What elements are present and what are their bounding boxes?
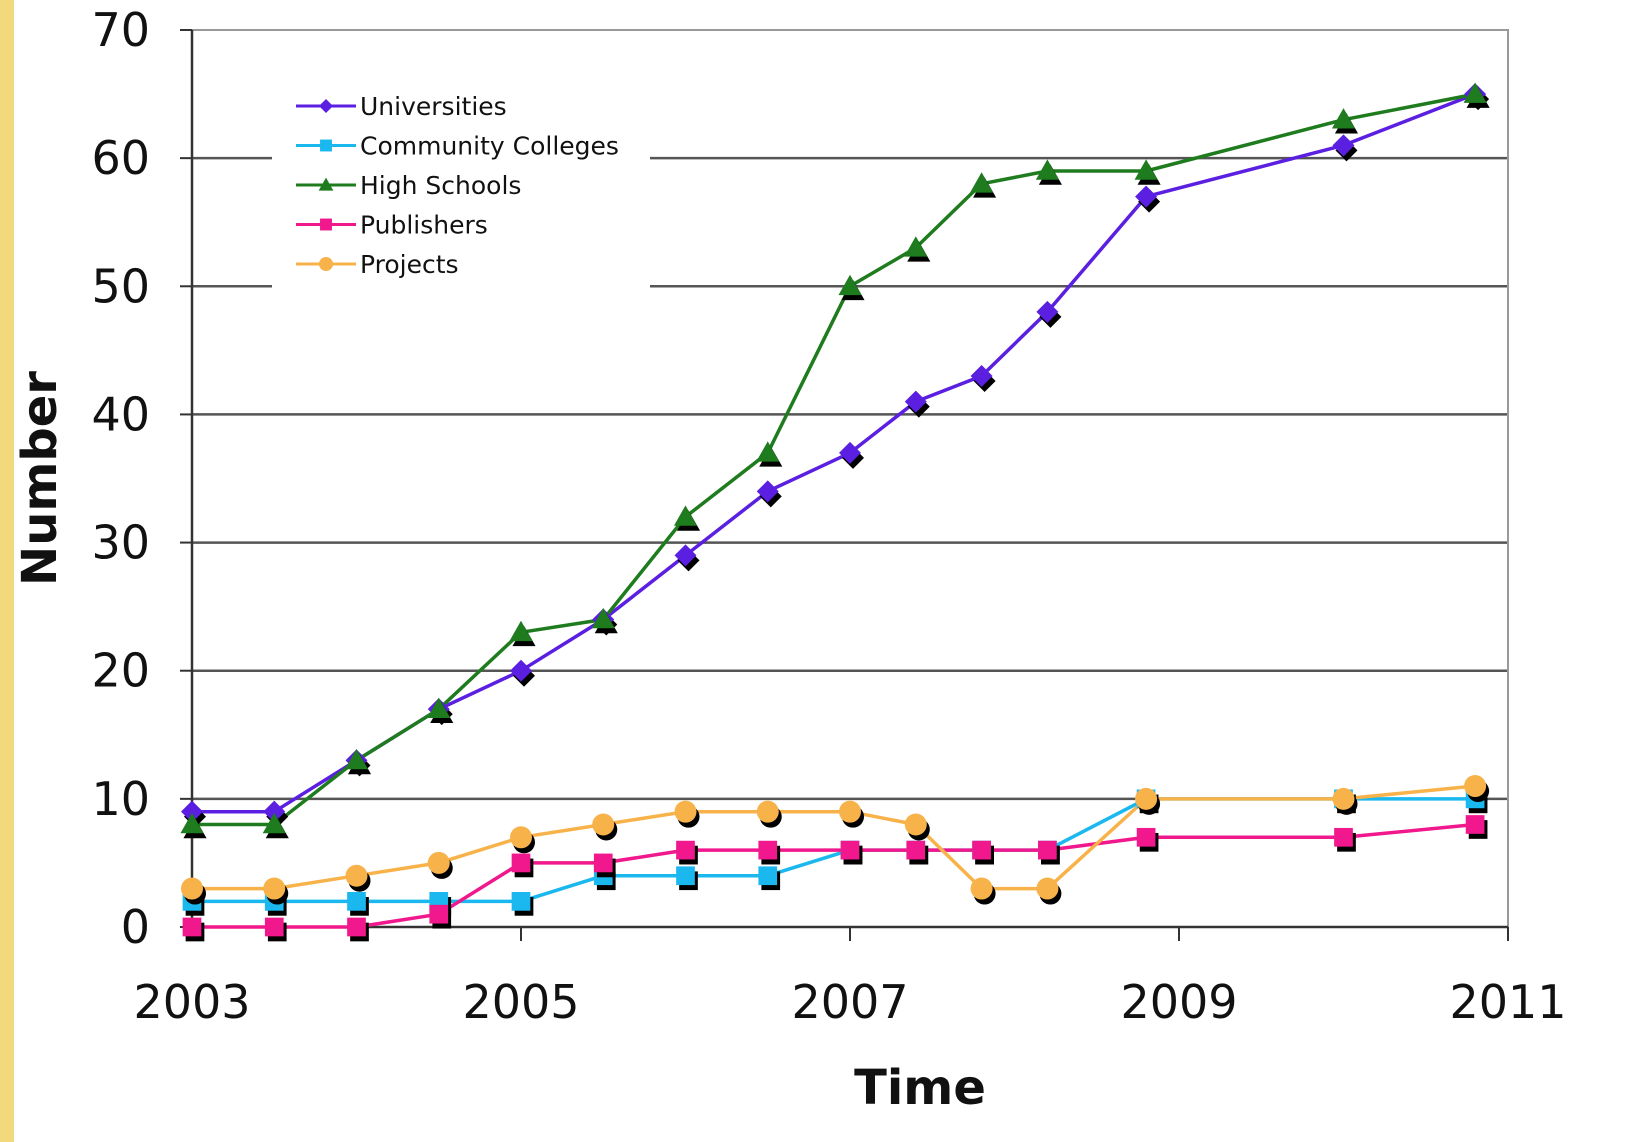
y-tick-label-60: 60 [91,131,150,185]
x-axis-title: Time [854,1060,986,1116]
point-4-6 [674,800,700,828]
point-0-10 [970,364,996,392]
point-3-11 [1038,840,1060,865]
x-tick-label-2003: 2003 [133,975,250,1029]
y-tick-label-30: 30 [91,516,150,570]
y-tick-label-70: 70 [91,3,150,57]
point-3-4 [511,853,534,878]
axes: 0 10 20 30 40 50 60 70 2003 2005 2007 2009 2011 [91,3,1566,1029]
point-2-11 [1035,159,1062,185]
y-tick-label-50: 50 [91,259,150,313]
point-2-0 [180,812,207,839]
series-markers [180,82,1490,942]
legend-marker-3 [320,218,332,231]
point-3-2 [347,917,369,942]
point-3-0 [182,917,205,942]
legend: Universities Community Colleges High Schoo… [272,76,650,288]
y-axis-title: Number [14,371,68,586]
point-4-10 [970,877,996,905]
legend-marker-0 [319,99,333,113]
point-2-2 [344,748,372,775]
point-1-6 [676,866,698,891]
point-3-8 [840,840,863,865]
point-0-4 [510,659,535,687]
point-3-9 [906,840,929,865]
point-2-10 [970,172,997,198]
y-tick-label-40: 40 [91,387,150,441]
point-2-13 [1331,108,1359,134]
y-tick-label-0: 0 [121,900,150,954]
legend-label-1: Community Colleges [360,132,619,161]
chart-area: 0 10 20 30 40 50 60 70 2003 2005 2007 2009 2011 Univ… [14,0,1638,1142]
point-2-12 [1134,159,1161,185]
legend-label-3: Publishers [360,211,488,240]
series-line-3 [192,822,1476,929]
point-4-9 [904,813,930,841]
point-0-8 [839,441,864,469]
point-4-7 [756,800,782,828]
legend-label-2: High Schools [360,171,521,200]
point-3-7 [758,840,781,865]
point-3-6 [676,840,698,865]
point-2-7 [756,441,783,467]
legend-marker-4 [319,257,333,271]
point-3-10 [972,840,994,865]
point-4-2 [345,864,371,892]
line-chart: 0 10 20 30 40 50 60 70 2003 2005 2007 2009 2011 Univ… [14,3,1567,1116]
point-3-14 [1465,815,1488,839]
point-0-0 [181,800,206,828]
point-4-14 [1464,775,1490,803]
point-0-13 [1332,134,1358,162]
legend-label-4: Projects [360,250,459,279]
y-tick-label-20: 20 [91,644,150,698]
point-0-9 [904,390,930,418]
x-tick-label-2007: 2007 [791,975,908,1029]
point-0-7 [756,480,782,508]
point-2-5 [591,607,618,634]
point-0-12 [1135,185,1161,213]
point-4-12 [1135,787,1161,815]
y-tick-label-10: 10 [91,772,150,826]
legend-marker-1 [320,139,332,152]
point-4-4 [510,826,535,854]
legend-label-0: Universities [360,92,507,121]
point-2-4 [509,620,536,647]
legend-box [272,76,650,288]
x-tick-label-2011: 2011 [1449,975,1566,1029]
point-1-7 [758,866,781,891]
point-2-3 [427,697,454,723]
point-4-5 [592,813,618,841]
point-0-11 [1036,300,1062,328]
point-3-12 [1136,827,1159,852]
point-0-6 [674,544,700,572]
point-4-8 [839,800,864,828]
point-2-6 [673,505,701,531]
point-3-5 [593,853,616,878]
point-3-3 [429,904,452,929]
point-1-4 [511,892,534,916]
legend-marker-2 [318,177,334,191]
point-4-3 [427,851,453,879]
x-tick-label-2005: 2005 [462,975,579,1029]
point-2-8 [838,274,865,301]
point-2-1 [262,812,289,839]
point-1-2 [347,892,369,916]
x-tick-label-2009: 2009 [1120,975,1237,1029]
point-3-1 [264,917,287,942]
point-4-1 [263,877,289,905]
point-4-11 [1036,877,1062,905]
point-2-9 [904,236,931,262]
point-4-13 [1332,787,1358,815]
point-4-0 [181,877,206,905]
point-2-14 [1463,82,1490,108]
point-3-13 [1334,827,1356,852]
